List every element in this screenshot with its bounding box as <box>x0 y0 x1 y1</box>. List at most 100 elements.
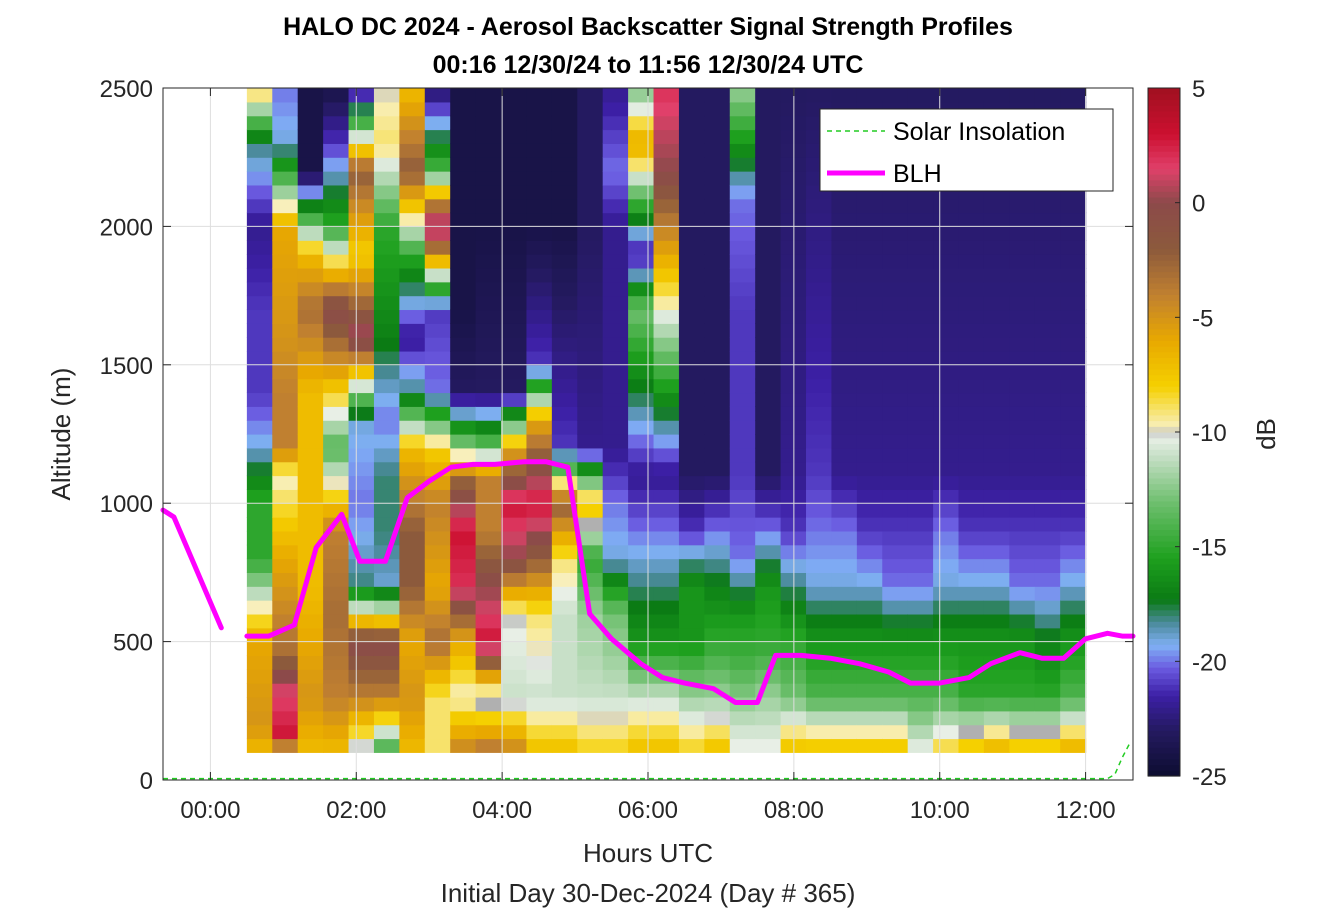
heatmap-cell <box>1060 627 1087 643</box>
heatmap-cell <box>907 434 934 449</box>
heatmap-cell <box>450 544 477 560</box>
colorbar-segment <box>1148 437 1180 445</box>
heatmap-cell <box>653 613 680 629</box>
heatmap-cell <box>806 669 833 684</box>
heatmap-cell <box>806 517 833 532</box>
heatmap-cell <box>1009 503 1036 518</box>
heatmap-cell <box>653 254 680 269</box>
heatmap-cell <box>755 738 782 753</box>
heatmap-cell <box>373 517 400 532</box>
colorbar-segment <box>1148 214 1180 221</box>
heatmap-cell <box>704 157 731 172</box>
heatmap-cell <box>373 503 400 518</box>
heatmap-cell <box>602 683 629 698</box>
heatmap-cell <box>501 240 528 255</box>
heatmap-cell <box>501 323 528 338</box>
heatmap-cell <box>958 530 985 546</box>
heatmap-cell <box>577 115 604 131</box>
heatmap-cell <box>1034 669 1061 684</box>
heatmap-cell <box>551 350 578 366</box>
heatmap-cell <box>933 267 960 283</box>
heatmap-cell <box>602 613 629 629</box>
heatmap-cell <box>983 489 1010 504</box>
heatmap-cell <box>653 475 680 490</box>
heatmap-cell <box>501 724 528 740</box>
heatmap-cell <box>882 447 909 463</box>
heatmap-cell <box>1034 447 1061 463</box>
heatmap-cell <box>272 517 299 532</box>
heatmap-cell <box>882 337 909 352</box>
heatmap-cell <box>348 600 375 615</box>
heatmap-cell <box>551 434 578 449</box>
heatmap-cell <box>323 641 350 657</box>
colorbar-segment <box>1148 88 1180 95</box>
heatmap-cell <box>1009 475 1036 490</box>
heatmap-cell <box>602 530 629 546</box>
heatmap-cell <box>424 281 451 297</box>
heatmap-cell <box>729 309 756 324</box>
heatmap-cell <box>1009 295 1036 311</box>
colorbar-segment <box>1148 558 1180 565</box>
heatmap-cell <box>501 143 528 158</box>
heatmap-cell <box>729 364 756 380</box>
heatmap-cell <box>373 309 400 324</box>
heatmap-cell <box>246 267 273 283</box>
heatmap-cell <box>501 392 528 407</box>
heatmap-cell <box>551 724 578 740</box>
heatmap-cell <box>272 129 299 144</box>
heatmap-cell <box>1060 364 1087 380</box>
heatmap-cell <box>958 710 985 726</box>
heatmap-cell <box>424 267 451 283</box>
heatmap-cell <box>602 129 629 144</box>
heatmap-cell <box>653 600 680 615</box>
heatmap-cell <box>983 350 1010 366</box>
colorbar-segment <box>1148 122 1180 129</box>
heatmap-cell <box>577 710 604 726</box>
heatmap-cell <box>323 115 350 131</box>
heatmap-cell <box>907 627 934 643</box>
heatmap-cell <box>577 309 604 324</box>
heatmap-cell <box>399 323 426 338</box>
heatmap-cell <box>551 613 578 629</box>
colorbar-segment <box>1148 690 1180 697</box>
heatmap-cell <box>1060 517 1087 532</box>
heatmap-cell <box>475 503 502 518</box>
heatmap-cell <box>806 226 833 241</box>
heatmap-cell <box>678 738 705 753</box>
heatmap-cell <box>272 337 299 352</box>
heatmap-cell <box>501 364 528 380</box>
heatmap-cell <box>399 461 426 477</box>
heatmap-cell <box>526 101 553 117</box>
colorbar-segment <box>1148 644 1180 651</box>
heatmap-cell <box>602 503 629 518</box>
heatmap-cell <box>272 101 299 117</box>
series-lines <box>160 459 1136 780</box>
heatmap-cell <box>907 406 934 421</box>
heatmap-cell <box>424 350 451 366</box>
heatmap-cell <box>729 586 756 601</box>
heatmap-cell <box>424 600 451 615</box>
heatmap-cell <box>704 503 731 518</box>
heatmap-cell <box>933 641 960 657</box>
heatmap-cell <box>373 475 400 490</box>
heatmap-cell <box>1034 489 1061 504</box>
heatmap-cell <box>933 350 960 366</box>
heatmap-cell <box>501 586 528 601</box>
heatmap-cell <box>882 710 909 726</box>
heatmap-cell <box>577 129 604 144</box>
heatmap-cell <box>983 267 1010 283</box>
heatmap-cell <box>628 240 655 255</box>
heatmap-cell <box>272 683 299 698</box>
heatmap-cell <box>577 447 604 463</box>
heatmap-cell <box>907 738 934 753</box>
colorbar-segment <box>1148 282 1180 290</box>
heatmap-cell <box>958 198 985 214</box>
colorbar-segment <box>1148 323 1180 330</box>
colorbar-segment <box>1148 116 1180 123</box>
heatmap-cell <box>526 683 553 698</box>
heatmap-cell <box>602 240 629 255</box>
heatmap-cell <box>602 392 629 407</box>
heatmap-cell <box>526 157 553 172</box>
heatmap-cell <box>1009 406 1036 421</box>
heatmap-cell <box>501 184 528 200</box>
